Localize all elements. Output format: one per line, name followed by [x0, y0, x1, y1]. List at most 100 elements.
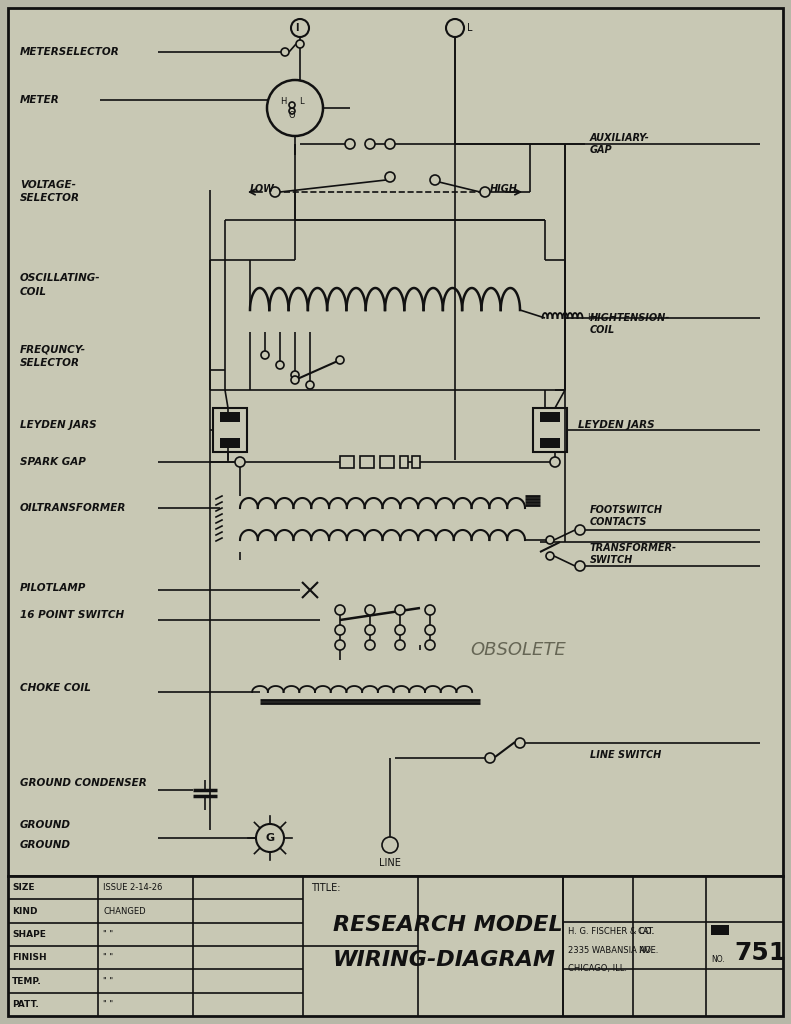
Circle shape: [306, 381, 314, 389]
Circle shape: [395, 640, 405, 650]
Circle shape: [335, 640, 345, 650]
Text: CONTACTS: CONTACTS: [590, 517, 647, 527]
Text: SELECTOR: SELECTOR: [20, 193, 80, 203]
Text: SELECTOR: SELECTOR: [20, 358, 80, 368]
Text: FREQUNCY-: FREQUNCY-: [20, 345, 86, 355]
Text: LINE SWITCH: LINE SWITCH: [590, 750, 661, 760]
Text: OILTRANSFORMER: OILTRANSFORMER: [20, 503, 127, 513]
Text: COIL: COIL: [590, 325, 615, 335]
Bar: [540, 412, 560, 422]
Text: PILOTLAMP: PILOTLAMP: [20, 583, 86, 593]
Text: 2335 WABANSIA AVE.: 2335 WABANSIA AVE.: [568, 946, 658, 954]
Circle shape: [395, 625, 405, 635]
Text: WIRING-DIAGRAM: WIRING-DIAGRAM: [333, 950, 556, 970]
Circle shape: [395, 605, 405, 615]
Text: NO.: NO.: [638, 946, 653, 954]
Bar: [213, 408, 247, 452]
Text: LOW: LOW: [250, 184, 275, 194]
Circle shape: [291, 19, 309, 37]
Circle shape: [261, 351, 269, 359]
Text: H: H: [587, 313, 593, 323]
Circle shape: [425, 605, 435, 615]
Bar: [400, 456, 408, 468]
Text: LINE: LINE: [379, 858, 401, 868]
Circle shape: [365, 640, 375, 650]
Text: METERSELECTOR: METERSELECTOR: [20, 47, 119, 57]
Text: NO.: NO.: [711, 955, 725, 965]
Text: G: G: [266, 833, 274, 843]
Text: OSCILLATING-: OSCILLATING-: [20, 273, 100, 283]
Text: SHAPE: SHAPE: [12, 930, 46, 939]
Text: L: L: [467, 23, 472, 33]
Text: PATT.: PATT.: [12, 999, 39, 1009]
Text: GROUND CONDENSER: GROUND CONDENSER: [20, 778, 147, 788]
Circle shape: [365, 605, 375, 615]
Text: H. G. FISCHER & CO.: H. G. FISCHER & CO.: [568, 928, 653, 937]
Circle shape: [385, 172, 395, 182]
Circle shape: [276, 361, 284, 369]
Text: RESEARCH MODEL: RESEARCH MODEL: [333, 915, 562, 935]
Circle shape: [281, 48, 289, 56]
Text: " ": " ": [103, 953, 113, 963]
Circle shape: [575, 561, 585, 571]
Circle shape: [485, 753, 495, 763]
Text: LEYDEN JARS: LEYDEN JARS: [578, 420, 655, 430]
Circle shape: [546, 536, 554, 544]
Bar: [8, 876, 783, 1016]
Circle shape: [270, 187, 280, 197]
Circle shape: [235, 457, 245, 467]
Text: KIND: KIND: [12, 906, 37, 915]
Circle shape: [267, 80, 323, 136]
Text: TRANSFORMER-: TRANSFORMER-: [590, 543, 677, 553]
Circle shape: [480, 187, 490, 197]
Text: VOLTAGE-: VOLTAGE-: [20, 180, 76, 190]
Text: O: O: [289, 112, 295, 121]
Circle shape: [335, 625, 345, 635]
Bar: [533, 408, 567, 452]
Text: " ": " ": [103, 977, 113, 985]
Text: LEYDEN JARS: LEYDEN JARS: [20, 420, 97, 430]
Text: HIGH: HIGH: [490, 184, 518, 194]
Text: SPARK GAP: SPARK GAP: [20, 457, 86, 467]
Text: GAP: GAP: [590, 145, 612, 155]
Circle shape: [546, 552, 554, 560]
Circle shape: [385, 139, 395, 150]
Circle shape: [515, 738, 525, 748]
Circle shape: [291, 371, 299, 379]
Bar: [220, 438, 240, 449]
Bar: [340, 456, 354, 468]
Circle shape: [430, 175, 440, 185]
Text: FINISH: FINISH: [12, 953, 47, 963]
Bar: [220, 412, 240, 422]
Text: SWITCH: SWITCH: [590, 555, 634, 565]
Text: L: L: [299, 97, 303, 106]
Bar: [412, 456, 420, 468]
Text: COIL: COIL: [20, 287, 47, 297]
Text: TITLE:: TITLE:: [311, 883, 340, 893]
Circle shape: [550, 457, 560, 467]
Text: CHANGED: CHANGED: [103, 906, 146, 915]
Bar: [711, 925, 729, 935]
Text: I: I: [295, 23, 299, 33]
Circle shape: [446, 19, 464, 37]
Circle shape: [291, 376, 299, 384]
Circle shape: [289, 102, 295, 108]
Text: GROUND: GROUND: [20, 820, 71, 830]
Circle shape: [382, 837, 398, 853]
Text: AUXILIARY-: AUXILIARY-: [590, 133, 649, 143]
Bar: [360, 456, 374, 468]
Text: HIGHTENSION-: HIGHTENSION-: [590, 313, 670, 323]
Text: METER: METER: [20, 95, 60, 105]
Text: " ": " ": [103, 930, 113, 939]
Text: " ": " ": [103, 999, 113, 1009]
Text: SIZE: SIZE: [12, 883, 35, 892]
Circle shape: [575, 525, 585, 535]
Circle shape: [425, 640, 435, 650]
Bar: [380, 456, 394, 468]
Text: CHOKE COIL: CHOKE COIL: [20, 683, 91, 693]
Text: TEMP.: TEMP.: [12, 977, 42, 985]
Text: CHICAGO, ILL.: CHICAGO, ILL.: [568, 964, 627, 973]
Text: 751: 751: [734, 941, 786, 965]
Circle shape: [335, 605, 345, 615]
Circle shape: [345, 139, 355, 150]
